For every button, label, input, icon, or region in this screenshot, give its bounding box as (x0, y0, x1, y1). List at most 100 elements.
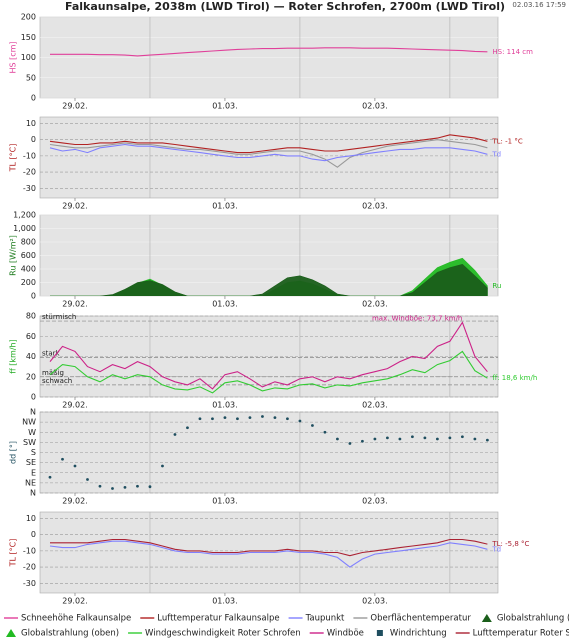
x-tick-label: 02.03. (362, 497, 387, 506)
series-point (211, 417, 214, 421)
y-tick-label: -30 (23, 184, 36, 193)
y-axis-label: TL [°C] (9, 539, 18, 568)
series-point (86, 478, 89, 481)
x-tick-label: 02.03. (362, 401, 387, 410)
y-tick-label: 80 (26, 312, 36, 321)
series-point (123, 485, 127, 489)
legend-marker (6, 629, 16, 637)
legend-label: Windböe (327, 629, 364, 639)
x-tick-label: 01.03. (212, 202, 237, 211)
y-axis-label: TL [°C] (9, 144, 18, 173)
y-tick-label: 400 (21, 265, 36, 274)
y-tick-label: 100 (21, 53, 36, 62)
y-tick-label: -10 (23, 546, 36, 555)
chart-title: Falkaunsalpe, 2038m (LWD Tirol) — Roter … (65, 0, 505, 13)
y-tick-label: 0 (31, 530, 36, 539)
y-axis-label: HS [cm] (9, 41, 18, 73)
x-tick-label: 02.03. (362, 202, 387, 211)
series-point (148, 485, 152, 489)
series-line (49, 350, 488, 394)
series-line (49, 321, 488, 390)
y-tick-label: 0 (31, 135, 36, 144)
legend-label: Globalstrahlung (oben) (21, 629, 119, 639)
y-tick-label: 0 (31, 292, 36, 301)
series-point (186, 426, 189, 430)
y-tick-label: 10 (26, 119, 36, 128)
series-point (73, 464, 77, 468)
y-tick-label: NE (25, 478, 36, 487)
max-label: max. Windböe: 73,7 km/h (372, 314, 462, 322)
y-tick-label: SE (26, 458, 36, 467)
plot-area (49, 257, 488, 296)
series-point (473, 437, 477, 441)
series-point (198, 417, 202, 421)
y-tick-label: 50 (26, 73, 36, 82)
y-tick-label: 200 (21, 13, 36, 22)
series-line (50, 47, 488, 57)
plot-background (39, 411, 499, 494)
y-tick-label: 200 (21, 278, 36, 287)
series-point (435, 437, 439, 441)
x-tick-label: 02.03. (362, 300, 387, 309)
plot-area (50, 47, 488, 57)
series-point (361, 439, 364, 443)
x-tick-label: 01.03. (212, 102, 237, 111)
zone-label: schwach (42, 377, 72, 385)
series-area (49, 263, 488, 296)
x-tick-label: 29.02. (62, 597, 87, 606)
series-point (336, 437, 339, 441)
plot-area (49, 321, 488, 394)
x-tick-label: 29.02. (62, 202, 87, 211)
y-axis-label: dd [°] (9, 441, 18, 464)
legend-label: Taupunkt (305, 614, 345, 624)
y-tick-label: S (31, 448, 36, 457)
end-label: Ru (492, 282, 501, 290)
legend-label: Lufttemperatur Falkaunsalpe (157, 614, 279, 624)
series-point (398, 437, 402, 441)
y-axis-label: Ru [W/m²] (9, 235, 18, 276)
y-tick-label: 800 (21, 238, 36, 247)
legend-label: Windgeschwindigkeit Roter Schrofen (145, 629, 301, 639)
series-point (386, 436, 389, 440)
series-point (173, 433, 177, 436)
y-tick-label: 1,200 (13, 211, 36, 220)
y-tick-label: SW (23, 438, 36, 447)
legend-label: Oberflächentemperatur (370, 614, 471, 624)
y-tick-label: -20 (23, 563, 36, 572)
x-tick-label: 01.03. (212, 300, 237, 309)
x-tick-label: 01.03. (212, 497, 237, 506)
y-tick-label: 40 (26, 352, 36, 361)
y-tick-label: N (30, 489, 36, 498)
end-label: Td (491, 150, 501, 158)
series-point (161, 464, 164, 468)
plot-background (39, 116, 499, 199)
legend-label: Globalstrahlung (unten) (497, 614, 569, 624)
y-tick-label: NW (22, 418, 36, 427)
series-line (50, 538, 488, 557)
series-point (236, 417, 239, 421)
series-point (460, 435, 464, 439)
series-point (48, 475, 52, 479)
end-label: TL: -5,8 °C (491, 540, 529, 548)
y-tick-label: 150 (21, 33, 36, 42)
series-line (49, 139, 488, 168)
zone-label: stark (42, 350, 61, 358)
series-point (136, 484, 139, 488)
y-axis-label: ff [km/h] (9, 339, 18, 374)
legend-label: Schneehöhe Falkaunsalpe (21, 614, 131, 624)
series-point (248, 416, 252, 420)
y-tick-label: 0 (31, 94, 36, 103)
series-point (286, 417, 289, 421)
x-tick-label: 29.02. (62, 102, 87, 111)
series-point (261, 415, 264, 418)
end-label: TL: -1 °C (491, 137, 522, 145)
y-tick-label: -30 (23, 579, 36, 588)
end-label: HS: 114 cm (492, 48, 533, 56)
x-tick-label: 29.02. (62, 497, 87, 506)
x-tick-label: 29.02. (62, 401, 87, 410)
series-point (311, 424, 314, 427)
series-point (448, 436, 452, 440)
x-tick-label: 01.03. (212, 401, 237, 410)
series-line (49, 134, 488, 154)
y-tick-label: 0 (31, 393, 36, 402)
